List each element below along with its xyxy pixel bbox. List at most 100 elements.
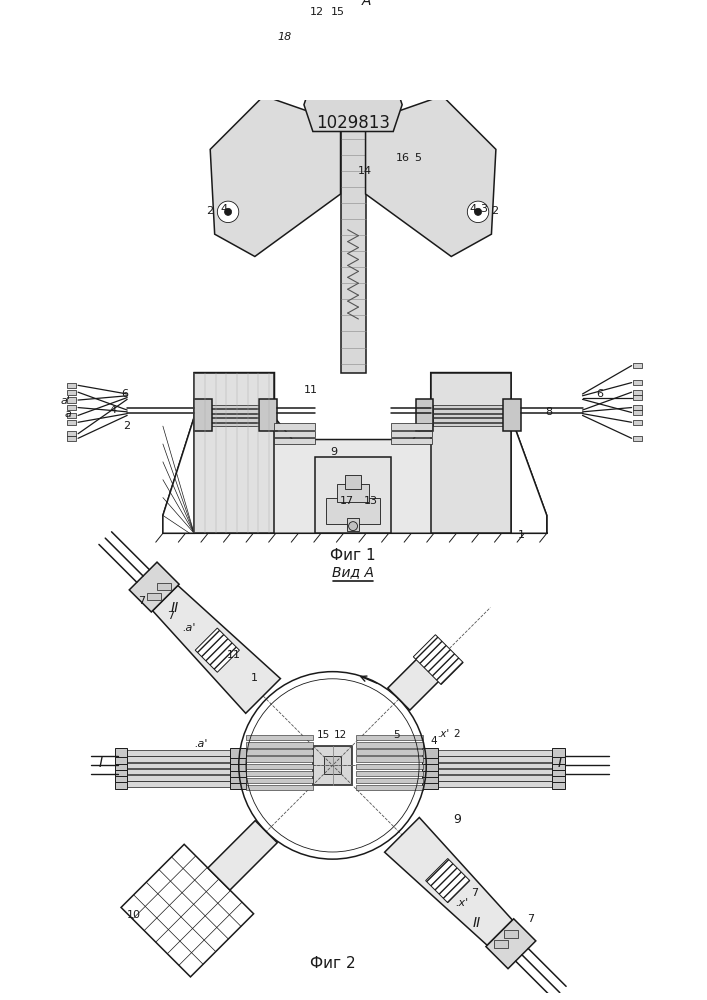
Circle shape (371, 56, 389, 73)
Text: 2: 2 (491, 206, 498, 216)
Bar (246, 756, 313, 762)
Polygon shape (414, 635, 463, 685)
Polygon shape (385, 817, 513, 945)
Bar (633, 420, 643, 425)
Text: 5: 5 (414, 153, 421, 163)
Bar (115, 748, 127, 757)
Text: 7: 7 (138, 596, 145, 606)
Circle shape (225, 208, 232, 215)
Polygon shape (208, 821, 277, 890)
Text: 1029813: 1029813 (316, 114, 390, 132)
Bar (345, 475, 361, 489)
Circle shape (377, 62, 382, 67)
Bar (426, 756, 565, 762)
Bar (633, 410, 643, 415)
Bar (246, 742, 313, 748)
Bar (230, 773, 246, 783)
Bar (356, 735, 423, 740)
Bar (552, 748, 565, 757)
Bar (67, 405, 76, 410)
Bar (313, 746, 352, 785)
Bar (422, 780, 438, 789)
Polygon shape (210, 96, 341, 256)
Bar (246, 778, 313, 783)
Bar (246, 735, 313, 740)
Polygon shape (129, 562, 179, 612)
Bar (422, 761, 438, 771)
Bar (230, 748, 246, 758)
Text: 12: 12 (310, 7, 325, 17)
Text: 15: 15 (331, 7, 345, 17)
Circle shape (324, 62, 329, 67)
Text: 13: 13 (364, 496, 378, 506)
Bar (230, 780, 246, 789)
Text: .a': .a' (194, 739, 208, 749)
Bar (426, 763, 565, 768)
Bar (426, 769, 565, 774)
Circle shape (349, 522, 358, 531)
Bar (315, 457, 392, 533)
Text: 6: 6 (596, 389, 603, 399)
Text: 15: 15 (317, 730, 329, 740)
Text: Фиг 1: Фиг 1 (330, 548, 376, 563)
Bar (422, 767, 438, 777)
Bar (503, 399, 521, 431)
Text: 2: 2 (123, 421, 130, 431)
Bar (194, 399, 212, 431)
Bar (422, 755, 438, 764)
Bar (426, 750, 565, 756)
Bar (230, 761, 246, 771)
Text: 7: 7 (168, 611, 175, 621)
Bar (67, 383, 76, 388)
Polygon shape (195, 628, 240, 672)
Bar (392, 438, 431, 444)
Bar (433, 409, 503, 413)
Bar (118, 781, 239, 787)
Bar (356, 764, 423, 769)
Text: 1: 1 (250, 673, 257, 683)
Bar (337, 484, 369, 502)
Text: 16: 16 (396, 153, 410, 163)
Bar (552, 767, 565, 776)
Bar (356, 756, 423, 762)
Text: a': a' (60, 396, 70, 406)
Polygon shape (153, 585, 281, 713)
Text: 5: 5 (393, 730, 400, 740)
Bar (433, 418, 503, 422)
Bar (426, 781, 565, 787)
Text: 10: 10 (127, 910, 141, 920)
Text: 3: 3 (480, 204, 487, 214)
Circle shape (362, 42, 371, 51)
Text: I: I (558, 756, 561, 770)
Text: 7: 7 (471, 888, 478, 898)
Bar (356, 778, 423, 783)
Bar (118, 750, 239, 756)
Text: 7: 7 (527, 914, 534, 924)
Text: 14: 14 (358, 166, 372, 176)
Text: 18: 18 (277, 32, 291, 42)
Bar (203, 418, 273, 422)
Text: Вид А: Вид А (332, 565, 374, 579)
Circle shape (467, 201, 489, 223)
Polygon shape (486, 919, 536, 969)
Bar (633, 405, 643, 410)
Bar (115, 773, 127, 782)
Bar (633, 390, 643, 395)
Text: 11: 11 (227, 650, 241, 660)
Text: a: a (64, 409, 71, 419)
Polygon shape (163, 373, 547, 533)
Bar (246, 749, 313, 755)
Text: I: I (98, 756, 103, 770)
Bar (341, 123, 366, 373)
Bar (633, 380, 643, 385)
Polygon shape (431, 373, 511, 533)
Bar (392, 423, 431, 430)
Circle shape (335, 42, 344, 51)
Bar (433, 405, 503, 408)
Bar (203, 414, 273, 417)
Text: 1: 1 (518, 530, 525, 540)
Bar (118, 775, 239, 781)
Bar (416, 399, 433, 431)
Bar (67, 436, 76, 441)
Bar (274, 438, 315, 444)
